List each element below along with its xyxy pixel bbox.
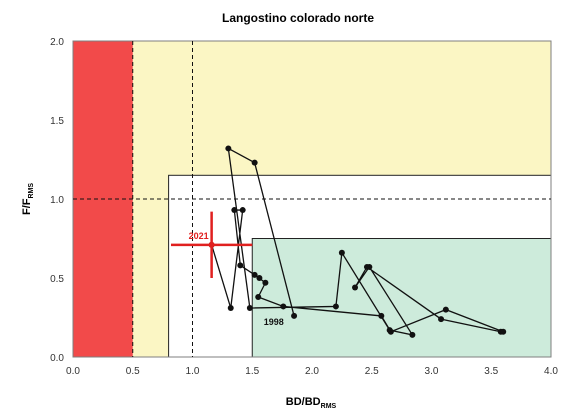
x-axis-label: BD/BDRMS [286, 396, 337, 410]
data-point [262, 279, 269, 286]
highlight-point [208, 241, 215, 248]
data-point [239, 207, 246, 214]
data-point [246, 305, 253, 312]
x-tick-label: 4.0 [544, 366, 558, 377]
data-point [251, 159, 258, 166]
x-axis-label-main: BD/BD [286, 396, 321, 408]
data-point [227, 305, 234, 312]
data-point [352, 284, 359, 291]
data-point [500, 328, 507, 335]
x-tick-label: 2.0 [305, 366, 319, 377]
data-point [291, 312, 298, 319]
data-point [280, 303, 287, 310]
x-axis-label-sub: RMS [321, 403, 337, 410]
y-tick-label: 1.0 [50, 195, 64, 206]
data-point [438, 316, 445, 323]
y-axis-label: F/FRMS [21, 183, 35, 215]
plot-area: 2021 1998 [72, 40, 552, 358]
y-tick-label: 0.5 [50, 274, 64, 285]
zone-underexploited [251, 238, 552, 358]
data-point [378, 312, 385, 319]
x-tick-label: 2.5 [365, 366, 379, 377]
chart-title: Langostino colorado norte [222, 11, 374, 25]
x-tick-label: 0.5 [126, 366, 140, 377]
data-point [237, 262, 244, 269]
x-tick-label: 1.5 [245, 366, 259, 377]
data-point [442, 306, 449, 313]
data-point [225, 145, 232, 152]
y-axis-label-sub: RMS [28, 183, 35, 199]
x-tick-label: 3.5 [484, 366, 498, 377]
data-point [409, 331, 416, 338]
y-tick-label: 1.5 [50, 116, 64, 127]
data-point [251, 271, 258, 278]
x-tick-labels: 0.0 0.5 1.0 1.5 2.0 2.5 3.0 3.5 4.0 [66, 366, 558, 377]
y-tick-labels: 0.0 0.5 1.0 1.5 2.0 [50, 37, 64, 364]
x-tick-label: 1.0 [186, 366, 200, 377]
data-point [255, 293, 262, 300]
x-tick-label: 0.0 [66, 366, 80, 377]
y-tick-label: 2.0 [50, 37, 64, 48]
data-point [231, 207, 238, 214]
y-axis-label-main: F/F [21, 198, 33, 215]
data-point [332, 303, 339, 310]
data-point [387, 328, 394, 335]
x-tick-label: 3.0 [425, 366, 439, 377]
point-annotation: 1998 [264, 317, 284, 327]
data-point [338, 249, 345, 256]
highlight-label: 2021 [189, 231, 209, 241]
y-tick-label: 0.0 [50, 353, 64, 364]
data-point [256, 275, 263, 281]
data-point [363, 263, 370, 270]
